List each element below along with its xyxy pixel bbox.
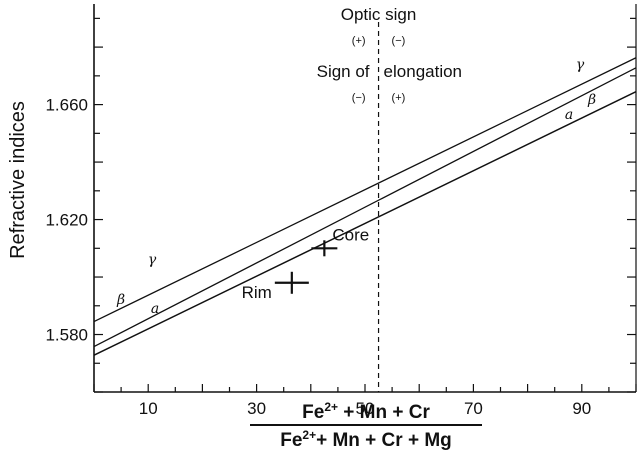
beta-label-left: β — [116, 292, 125, 308]
elongation-right: (+) — [392, 92, 406, 104]
series-line-beta — [93, 67, 637, 348]
beta-label-right: β — [587, 92, 596, 108]
x-tick-label: 10 — [139, 399, 158, 418]
y-tick-label: 1.660 — [45, 96, 88, 115]
optic-sign-label: Optic sign — [341, 5, 417, 24]
x-tick-label: 50 — [356, 399, 375, 418]
x-label-numerator: Fe2+ + Mn + Cr — [302, 400, 430, 423]
y-tick-label: 1.580 — [45, 326, 88, 345]
alpha-label-right: a — [565, 107, 573, 123]
optic-sign-right: (−) — [392, 35, 406, 47]
x-label-numerator-rest: + Mn + Cr — [338, 402, 430, 423]
optic-sign-left: (+) — [352, 35, 366, 47]
rim-label: Rim — [242, 283, 272, 302]
x-label-numerator-sup: 2+ — [324, 400, 338, 414]
y-tick-label: 1.620 — [45, 211, 88, 230]
gamma-label-right: γ — [576, 57, 585, 73]
x-label-denominator-sup: 2+ — [302, 428, 316, 442]
x-label-denominator: Fe2++ Mn + Cr + Mg — [280, 428, 452, 451]
elongation-label: elongation — [384, 62, 462, 81]
axes: 10 30 50 70 90 1.580 1.620 1.660 Refractive indi… — [7, 4, 637, 418]
y-axis-label: Refractive indices — [7, 101, 29, 259]
x-tick-label: 30 — [247, 399, 266, 418]
sign-of-label: Sign of — [317, 62, 370, 81]
x-label-numerator-base: Fe — [302, 402, 324, 423]
x-tick-label: 70 — [464, 399, 483, 418]
chart-labels: Optic sign (+) (−) Sign of elongation (−) (+) γ… — [116, 5, 596, 451]
sample-markers: Core Rim — [242, 225, 370, 301]
x-label-denominator-base: Fe — [280, 430, 302, 451]
x-label-denominator-rest: + Mn + Cr + Mg — [316, 430, 452, 451]
series-line-alpha — [93, 90, 637, 356]
series-line-gamma — [93, 57, 637, 323]
alpha-label-left: a — [151, 301, 159, 317]
series-lines — [93, 22, 637, 392]
core-label: Core — [332, 225, 369, 244]
x-tick-label: 90 — [572, 399, 591, 418]
elongation-left: (−) — [352, 92, 366, 104]
gamma-label-left: γ — [148, 252, 157, 268]
